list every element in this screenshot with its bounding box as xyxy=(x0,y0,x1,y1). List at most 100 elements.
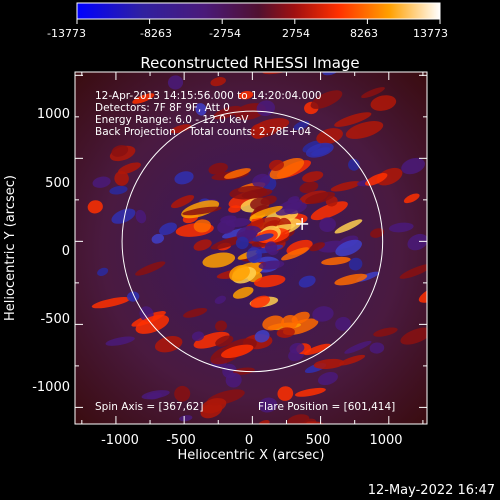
y-tick-label: 1000 xyxy=(37,107,70,122)
heatmap-blobs xyxy=(87,72,427,439)
heatmap-fringe xyxy=(191,331,205,342)
heatmap-fringe xyxy=(132,93,155,104)
x-axis-label: Heliocentric X (arcsec) xyxy=(178,448,325,463)
heatmap-fringe xyxy=(182,206,222,216)
y-tick-label: 0 xyxy=(62,244,70,259)
heatmap-fringe xyxy=(373,327,398,337)
annotation-method-counts: Back Projection Total counts: 2.78E+04 xyxy=(95,126,311,138)
heatmap-fringe xyxy=(369,342,385,354)
y-axis-label: Heliocentric Y (arcsec) xyxy=(3,175,18,321)
heatmap-fringe xyxy=(238,91,254,100)
heatmap-fringe xyxy=(214,295,226,304)
heatmap-fringe xyxy=(401,157,425,175)
heatmap-fringe xyxy=(225,372,242,388)
heatmap-fringe xyxy=(111,208,136,224)
heatmap-fringe xyxy=(344,340,372,354)
heatmap-fringe xyxy=(310,90,343,109)
heatmap-fringe xyxy=(294,387,326,397)
heatmap-fringe xyxy=(264,241,278,254)
x-tick-label: 500 xyxy=(306,433,331,448)
heatmap-fringe xyxy=(159,222,177,236)
x-tick-label: -500 xyxy=(166,433,196,448)
heatmap-fringe xyxy=(250,123,267,139)
flare-position-marker xyxy=(296,217,309,230)
heatmap-fringe xyxy=(268,159,284,171)
heatmap-fringe xyxy=(254,330,270,343)
heatmap-fringe xyxy=(291,311,310,324)
heatmap-fringe xyxy=(228,205,241,213)
heatmap-fringe xyxy=(91,297,131,309)
heatmap-fringe xyxy=(299,181,319,194)
heatmap-fringe xyxy=(193,239,212,251)
colorbar-tick-label: -13773 xyxy=(47,27,86,40)
x-tick-label: -1000 xyxy=(101,433,139,448)
y-tick-label: -1000 xyxy=(32,380,70,395)
heatmap-fringe xyxy=(174,385,191,402)
heatmap-fringe xyxy=(250,295,271,308)
heatmap-fringe xyxy=(269,158,305,180)
heatmap-fringe xyxy=(309,242,325,252)
heatmap-fringe xyxy=(151,233,165,244)
annotation-spin-axis: Spin Axis = [367,62] xyxy=(95,401,203,413)
heatmap-fringe xyxy=(202,252,236,268)
heatmap-fringe xyxy=(335,316,351,331)
heatmap-fringe xyxy=(170,195,195,209)
heatmap-fringe xyxy=(399,263,427,279)
heatmap-fringe xyxy=(275,198,303,216)
heatmap-fringe xyxy=(193,331,230,349)
heatmap-fringe xyxy=(361,87,385,99)
heatmap-fringe xyxy=(312,306,334,322)
heatmap-fringe xyxy=(111,145,129,157)
annotation-flare-position: Flare Position = [601,414] xyxy=(258,401,395,413)
colorbar-tick-label: 8263 xyxy=(350,27,378,40)
heatmap-fringe xyxy=(105,336,135,346)
heatmap-fringe xyxy=(287,414,310,424)
heatmap-fringe xyxy=(252,173,271,188)
heatmap-fringe xyxy=(135,261,166,276)
heatmap-fringe xyxy=(114,170,129,186)
heatmap-fringe xyxy=(210,235,246,250)
heatmap-fringe xyxy=(388,222,414,233)
heatmap-fringe xyxy=(174,171,194,185)
heatmap-fringe xyxy=(322,72,339,76)
heatmap-fringe xyxy=(87,200,103,214)
heatmap-fringe xyxy=(249,205,283,220)
heatmap-fringe xyxy=(285,424,304,439)
heatmap-fringe xyxy=(229,185,268,200)
solar-limb-circle xyxy=(121,110,384,373)
plot-frame xyxy=(74,71,428,425)
colorbar-tick-label: 13773 xyxy=(413,27,448,40)
heatmap-fringe xyxy=(400,327,427,345)
chart-title: Reconstructed RHESSI Image xyxy=(140,54,359,72)
heatmap-fringe xyxy=(252,233,274,242)
heatmap-fringe xyxy=(317,372,338,386)
heatmap-fringe xyxy=(215,320,228,332)
heatmap-fringe xyxy=(229,265,250,282)
heatmap-fringe xyxy=(305,142,334,158)
colorbar-tick-label: 2754 xyxy=(282,27,310,40)
colorbar-ticks xyxy=(76,19,441,24)
heatmap-fringe xyxy=(313,358,345,369)
heatmap-fringe xyxy=(141,390,170,400)
heatmap-fringe xyxy=(193,219,211,233)
heatmap-fringe xyxy=(154,336,183,353)
annotation-energy-range: Energy Range: 6.0 - 12.0 keV xyxy=(95,114,249,126)
heatmap-fringe xyxy=(97,267,109,276)
heatmap-fringe xyxy=(345,121,384,139)
heatmap-fringe xyxy=(117,162,141,175)
x-tick-label: 0 xyxy=(245,433,253,448)
heatmap-fringe xyxy=(250,197,271,211)
heatmap-fringe xyxy=(183,307,208,318)
heatmap-fringe xyxy=(303,343,331,356)
heatmap-fringe xyxy=(232,286,254,299)
heatmap-fringe xyxy=(170,124,192,134)
heatmap-fringe xyxy=(127,291,140,302)
heatmap-fringe xyxy=(109,185,128,195)
heatmap-fringe xyxy=(403,193,420,204)
heatmap-fringe xyxy=(370,95,397,111)
heatmap-fringe xyxy=(135,209,147,224)
heatmap-fringe xyxy=(258,397,278,413)
heatmap-fringe xyxy=(210,77,226,87)
heatmap-fringe xyxy=(167,75,184,90)
heatmap-fringe xyxy=(348,257,363,271)
